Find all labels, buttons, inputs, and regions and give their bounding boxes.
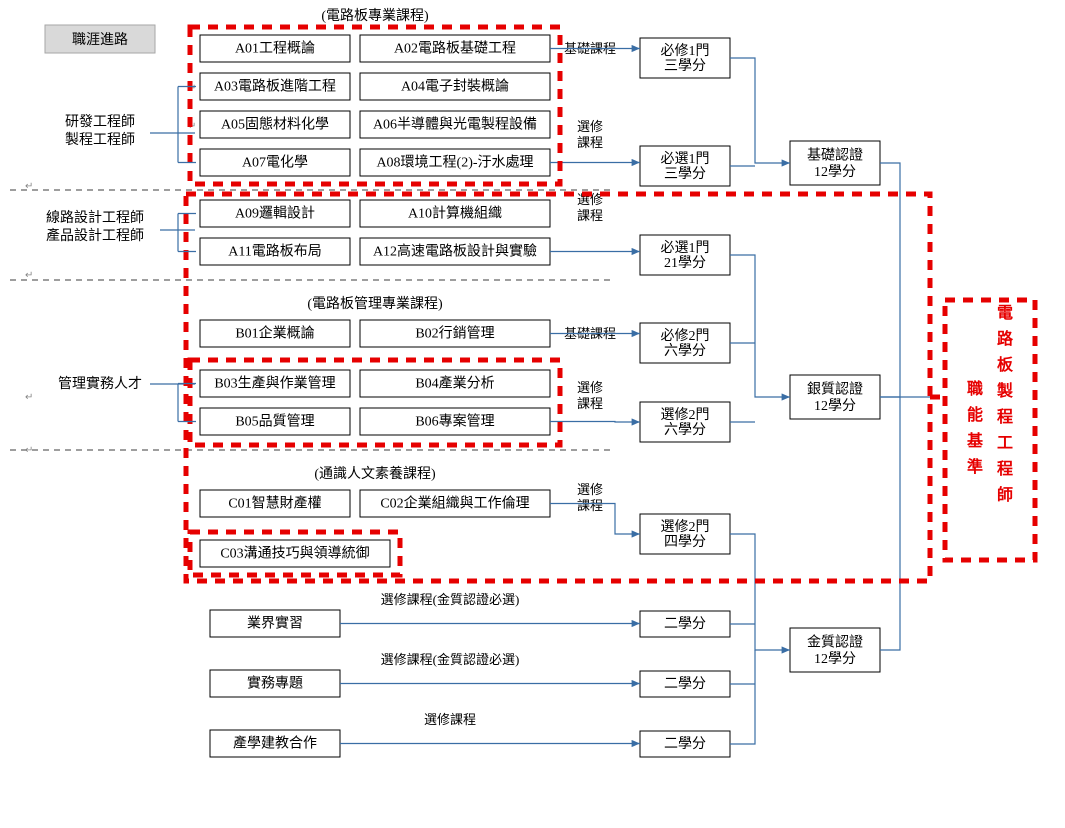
svg-text:選修2門: 選修2門 [661,407,710,423]
course-a11-label: A11電路板布局 [228,244,322,260]
course-a05-label: A05固態材料化學 [221,117,329,133]
course-a02-label: A02電路板基礎工程 [394,40,516,57]
mid-el4a: 選修 [577,482,603,497]
mid-el1b: 課程 [577,135,603,150]
career-2a: 線路設計工程師 [46,210,144,226]
mid-el2b: 課程 [577,208,603,223]
practical-2-label: 實務專題 [247,675,303,692]
career-3: 管理實務人才 [58,375,142,392]
course-b03-label: B03生產與作業管理 [214,375,335,392]
course-a12-label: A12高速電路板設計與實驗 [373,243,537,260]
right-panel-char: 製 [996,381,1013,400]
svg-text:必修1門: 必修1門 [661,43,710,59]
right-panel-char: 職 [967,379,983,398]
svg-text:六學分: 六學分 [664,422,706,438]
course-a07-label: A07電化學 [242,155,308,171]
svg-text:12學分: 12學分 [814,651,856,667]
svg-text:必修2門: 必修2門 [661,328,710,344]
svg-text:四學分: 四學分 [664,534,706,550]
course-a09-label: A09邏輯設計 [235,206,315,222]
svg-text:選修2門: 選修2門 [661,519,710,535]
svg-text:12學分: 12學分 [814,164,856,180]
course-c02-label: C02企業組織與工作倫理 [380,495,529,512]
right-panel-char: 能 [967,405,983,424]
section-a-title: (電路板專業課程) [321,8,429,24]
req-8-label: 二學分 [664,676,706,692]
svg-text:12學分: 12學分 [814,398,856,414]
right-panel-char: 板 [997,355,1014,374]
right-panel-char: 工 [997,435,1013,452]
course-c01-label: C01智慧財產權 [228,495,321,512]
course-c03-label: C03溝通技巧與領導統御 [220,545,369,562]
course-b02-label: B02行銷管理 [415,326,494,342]
course-b05-label: B05品質管理 [235,414,314,430]
career-1a: 研發工程師 [65,114,135,130]
course-b01-label: B01企業概論 [235,325,314,342]
section-b-title: (電路板管理專業課程) [307,296,443,312]
practical-1-label: 業界實習 [247,615,303,632]
svg-text:三學分: 三學分 [664,58,706,74]
svg-text:21學分: 21學分 [664,255,706,271]
career-2b: 產品設計工程師 [46,227,144,244]
svg-text:三學分: 三學分 [664,166,706,182]
req-9-label: 二學分 [664,736,706,752]
practical-3-label: 產學建教合作 [233,735,317,752]
course-a01-label: A01工程概論 [235,41,315,57]
mid-el4b: 課程 [577,498,603,513]
course-b06-label: B06專案管理 [415,413,494,430]
right-panel-char: 路 [997,329,1014,348]
right-panel-char: 電 [997,304,1013,322]
svg-text:必選1門: 必選1門 [661,240,710,256]
course-a06-label: A06半導體與光電製程設備 [373,117,537,133]
svg-text:↵: ↵ [25,392,33,403]
mid-el3a: 選修 [577,380,603,395]
mid-p2: 選修課程(金質認證必選) [381,652,520,667]
right-panel-char: 師 [997,485,1013,504]
course-a10-label: A10計算機組織 [408,206,502,222]
section-c-title: (通識人文素養課程) [314,465,436,482]
svg-text:六學分: 六學分 [664,343,706,359]
mid-p1: 選修課程(金質認證必選) [381,592,520,607]
svg-text:基礎認證: 基礎認證 [807,147,863,164]
svg-text:必選1門: 必選1門 [661,151,710,167]
right-panel-char: 基 [966,431,984,450]
header-title: 職涯進路 [72,32,128,48]
mid-el3b: 課程 [577,396,603,411]
course-b04-label: B04產業分析 [415,375,494,392]
svg-text:銀質認證: 銀質認證 [807,381,863,398]
req-7-label: 二學分 [664,616,706,632]
course-a04-label: A04電子封裝概論 [401,79,509,95]
mid-p3: 選修課程 [424,712,476,727]
course-a03-label: A03電路板進階工程 [214,79,336,95]
right-panel-char: 準 [967,457,983,476]
mid-el1a: 選修 [577,119,603,134]
svg-text:金質認證: 金質認證 [807,634,863,651]
red-right-panel [945,300,1035,560]
right-panel-char: 程 [997,460,1013,478]
career-1b: 製程工程師 [65,132,135,148]
right-panel-char: 程 [997,408,1013,426]
course-a08-label: A08環境工程(2)-汙水處理 [376,155,533,171]
